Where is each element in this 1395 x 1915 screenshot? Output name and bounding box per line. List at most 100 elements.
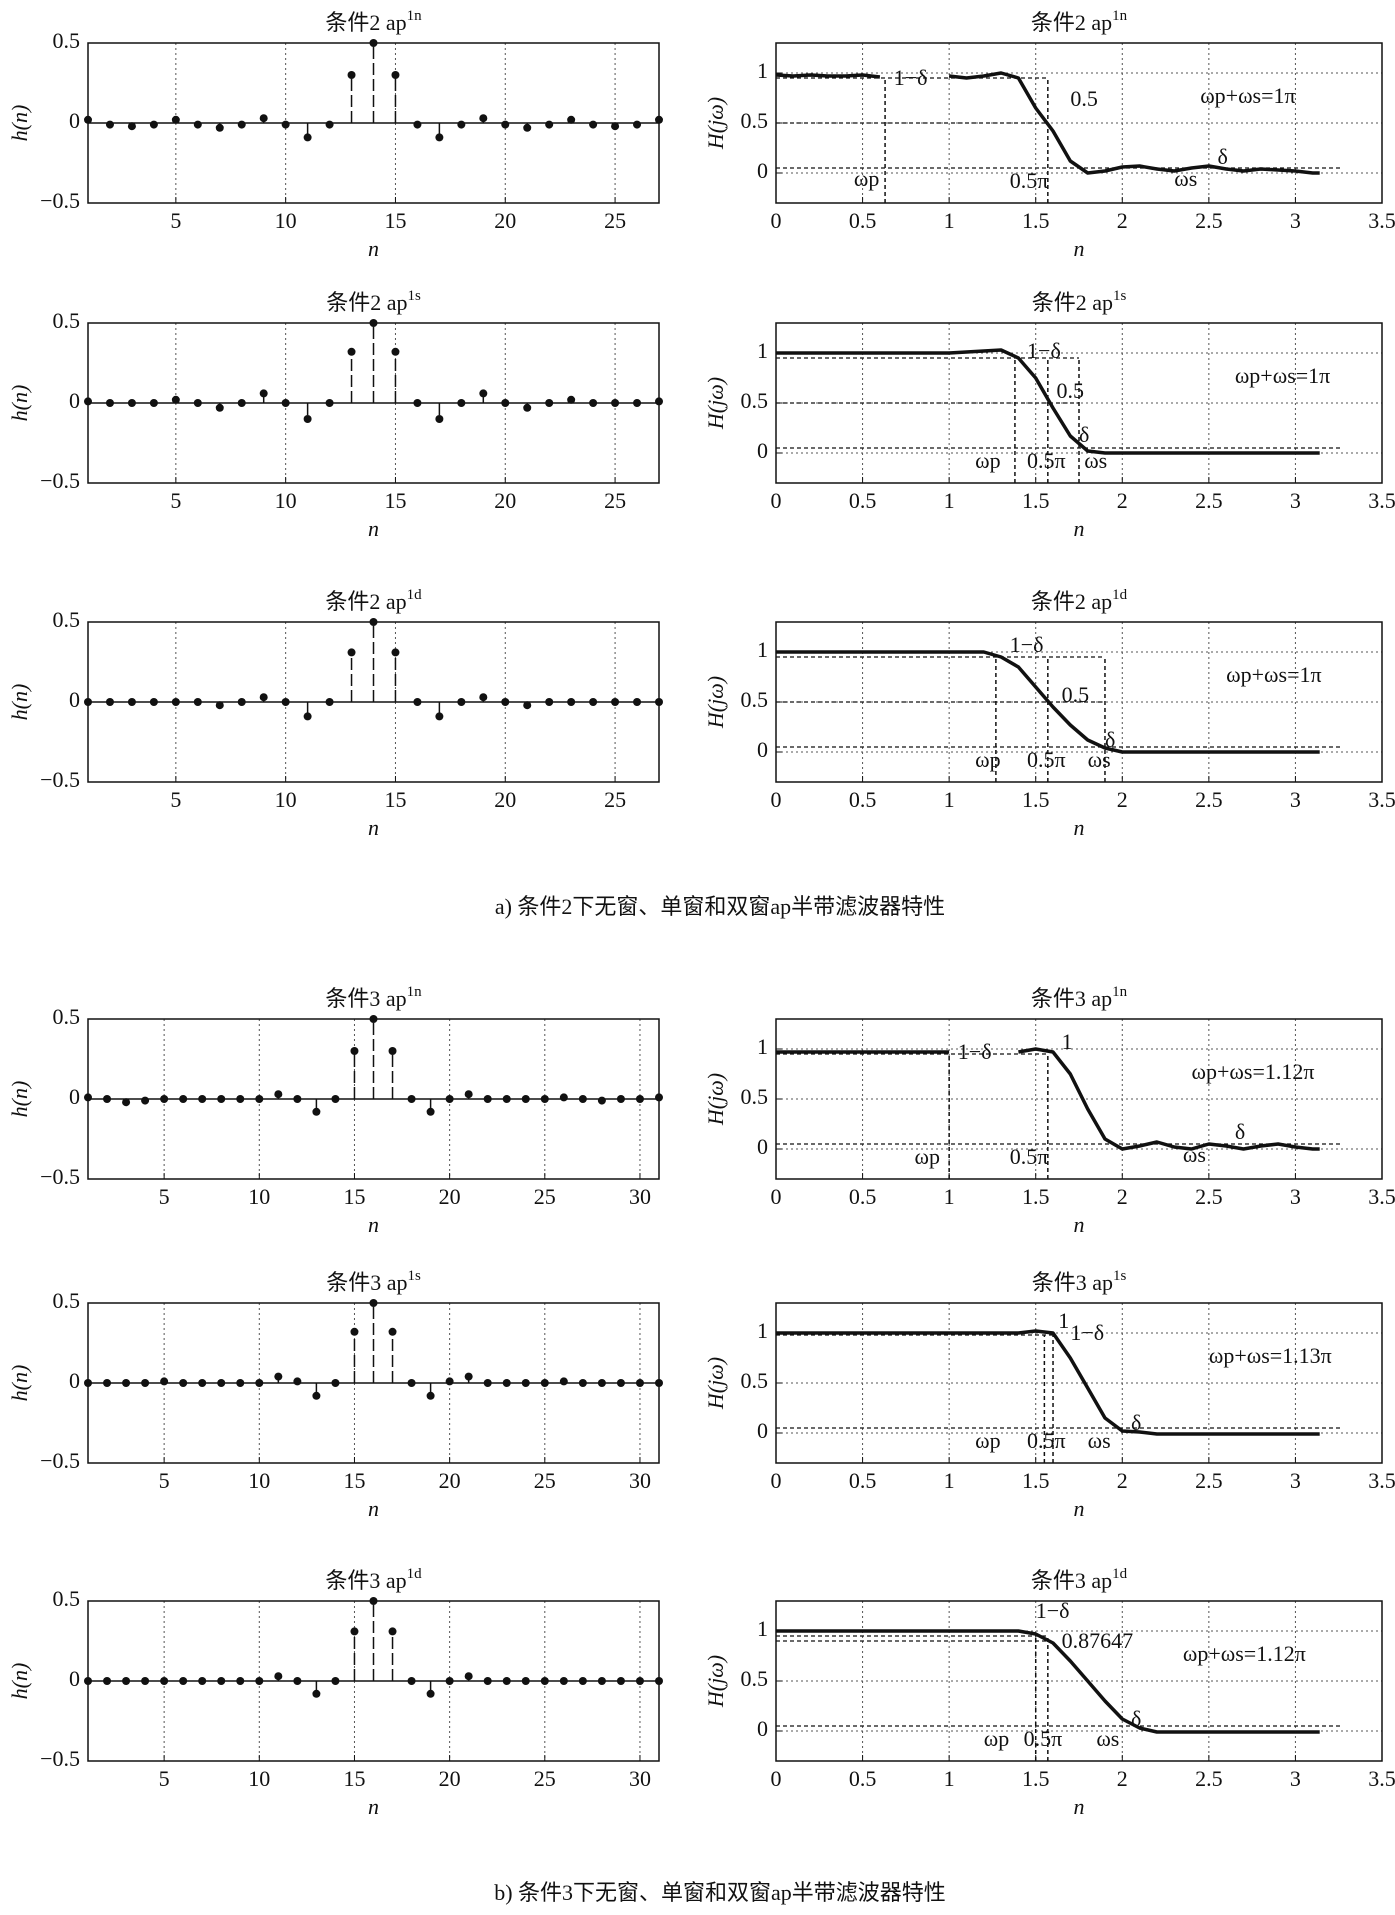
stem-marker <box>545 120 554 129</box>
stem-marker <box>103 1095 112 1103</box>
stem-marker <box>502 1095 511 1103</box>
stem-marker <box>331 1677 340 1685</box>
annotation: 0.5 <box>1062 682 1090 707</box>
stem-marker <box>413 698 422 706</box>
y-tick-label: 1 <box>757 637 768 662</box>
y-tick-label: 0.5 <box>53 1288 81 1313</box>
x-tick-label: 1 <box>944 1766 955 1791</box>
stem-marker <box>501 399 510 407</box>
y-tick-label: 0.5 <box>53 1586 81 1611</box>
x-tick-label: 0.5 <box>849 488 877 513</box>
x-tick-label: 25 <box>534 1468 556 1493</box>
annotation: 1 <box>1062 1029 1073 1054</box>
stem-marker <box>407 1379 416 1387</box>
stem-marker <box>501 698 510 706</box>
caption: a) 条件2下无窗、单窗和双窗ap半带滤波器特性 <box>495 894 945 919</box>
stem-marker <box>255 1677 264 1685</box>
chart-title: 条件2 ap1s <box>1032 288 1127 315</box>
y-tick-label: 0.5 <box>741 687 769 712</box>
stem-marker <box>589 120 598 129</box>
stem-marker <box>457 120 466 129</box>
y-tick-label: 0.5 <box>741 388 769 413</box>
stem-marker <box>502 1379 511 1387</box>
x-tick-label: 2.5 <box>1195 488 1223 513</box>
stem-marker <box>369 618 378 626</box>
x-tick-label: 3.5 <box>1368 1184 1395 1209</box>
x-tick-label: 3 <box>1290 1468 1301 1493</box>
title-superscript: 1n <box>407 8 423 24</box>
stem-marker <box>445 1377 454 1386</box>
x-tick-label: 30 <box>629 1184 651 1209</box>
y-tick-label: 1 <box>757 1616 768 1641</box>
stem-marker <box>259 389 268 398</box>
annotation: 1 <box>1058 1308 1069 1333</box>
x-axis-label: n <box>1074 1496 1085 1521</box>
title-superscript: 1n <box>1112 984 1128 1000</box>
stem-marker <box>160 1377 169 1386</box>
y-tick-label: 0.5 <box>741 1368 769 1393</box>
y-tick-label: −0.5 <box>40 468 80 493</box>
stem-marker <box>435 712 444 721</box>
y-axis-label: h(n) <box>7 1081 32 1118</box>
stem-marker <box>413 120 422 129</box>
x-tick-label: 2 <box>1117 488 1128 513</box>
x-tick-label: 20 <box>439 1184 461 1209</box>
x-tick-label: 20 <box>494 208 516 233</box>
annotation: 0.5π <box>1010 168 1049 193</box>
stem-marker <box>103 1677 112 1685</box>
stem-marker <box>331 1095 340 1103</box>
x-tick-label: 10 <box>248 1766 270 1791</box>
annotation: ωp+ωs=1π <box>1235 363 1330 388</box>
x-tick-label: 5 <box>170 488 181 513</box>
stem-marker <box>217 1379 226 1387</box>
x-axis-label: n <box>1074 815 1085 840</box>
x-axis-label: n <box>1074 1212 1085 1237</box>
x-tick-label: 3 <box>1290 1184 1301 1209</box>
stem-marker <box>479 693 488 702</box>
chart-title: 条件3 ap1d <box>325 1566 422 1593</box>
x-tick-label: 5 <box>159 1468 170 1493</box>
y-axis-label: H(jω) <box>703 676 728 729</box>
stem-marker <box>193 120 202 129</box>
stem-marker <box>103 1379 112 1387</box>
stem-marker <box>523 123 532 132</box>
x-tick-label: 5 <box>159 1766 170 1791</box>
x-tick-label: 25 <box>534 1184 556 1209</box>
x-tick-label: 0.5 <box>849 787 877 812</box>
stem-marker <box>281 120 290 129</box>
chart-title: 条件3 ap1d <box>1031 1566 1128 1593</box>
x-tick-label: 0 <box>771 208 782 233</box>
stem-marker <box>215 403 224 412</box>
annotation: 0.87647 <box>1062 1628 1134 1653</box>
chart-title: 条件2 ap1n <box>1031 8 1128 35</box>
title-text: 条件2 ap <box>1031 10 1112 35</box>
stem-marker <box>426 1689 435 1698</box>
x-tick-label: 2.5 <box>1195 787 1223 812</box>
y-tick-label: 0.5 <box>741 1666 769 1691</box>
stem-marker <box>655 115 663 124</box>
stem-marker <box>567 115 576 124</box>
response-curve <box>776 1629 1320 1734</box>
stem-marker <box>388 1327 397 1336</box>
response-curve <box>776 650 1320 754</box>
annotation: 0.5π <box>1027 747 1066 772</box>
stem-marker <box>578 1379 587 1387</box>
stem-marker <box>391 71 400 79</box>
stem-marker <box>347 347 356 356</box>
x-tick-label: 25 <box>604 787 626 812</box>
x-tick-label: 0.5 <box>849 1766 877 1791</box>
x-tick-label: 0 <box>771 1468 782 1493</box>
stem-marker <box>501 120 510 129</box>
stem-marker <box>567 395 576 404</box>
y-axis-label: H(jω) <box>703 97 728 150</box>
stem-marker <box>325 698 334 706</box>
stem-marker <box>105 698 114 706</box>
stem-marker <box>559 1093 568 1102</box>
x-tick-label: 15 <box>343 1766 365 1791</box>
x-tick-label: 15 <box>384 208 406 233</box>
stem-marker <box>391 648 400 657</box>
annotation: 0.5π <box>1010 1144 1049 1169</box>
annotation: ωp <box>915 1144 940 1169</box>
stem-marker <box>236 1677 245 1685</box>
y-tick-label: 0 <box>757 158 768 183</box>
